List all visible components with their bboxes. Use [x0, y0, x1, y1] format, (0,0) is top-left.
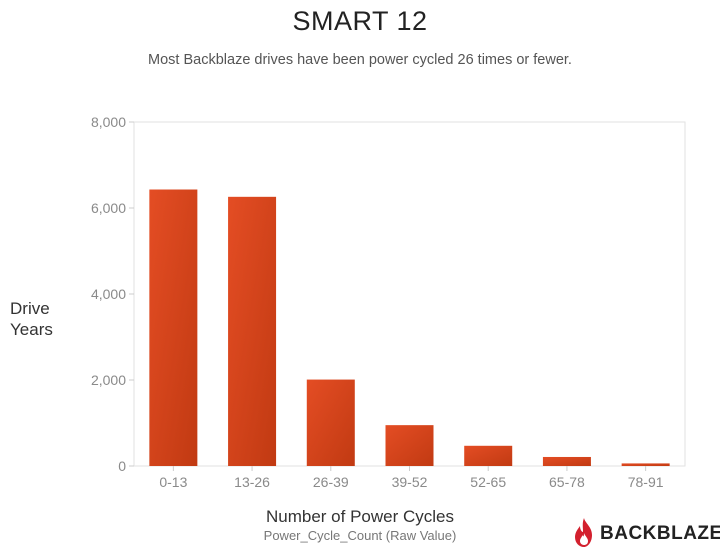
y-tick-label: 0 — [118, 458, 126, 474]
x-tick-label: 65-78 — [549, 474, 585, 490]
chart-title: SMART 12 — [292, 6, 428, 36]
plot-frame — [133, 121, 686, 467]
bar-39-52 — [385, 425, 434, 466]
y-axis-label: Drive Years — [10, 299, 53, 339]
bar-0-13 — [149, 189, 198, 466]
y-tick-label: 8,000 — [91, 114, 126, 130]
bar-78-91 — [621, 463, 670, 466]
bar-52-65 — [464, 445, 513, 466]
y-tick-label: 4,000 — [91, 286, 126, 302]
x-tick-label: 39-52 — [392, 474, 428, 490]
brand-name: BACKBLAZE — [600, 523, 720, 544]
bar-26-39 — [306, 379, 355, 466]
y-tick-label: 2,000 — [91, 372, 126, 388]
x-tick-label: 26-39 — [313, 474, 349, 490]
bar-chart: 0 2,000 4,000 6,000 8,000 0-13 13-26 26-39 39-52… — [91, 114, 686, 490]
y-tick-label: 6,000 — [91, 200, 126, 216]
x-axis-sublabel: Power_Cycle_Count (Raw Value) — [263, 528, 457, 543]
bar-13-26 — [228, 196, 277, 466]
x-tick-label: 78-91 — [628, 474, 664, 490]
backblaze-logo: BACKBLAZE — [572, 517, 720, 549]
bar-65-78 — [542, 456, 591, 466]
chart-subtitle: Most Backblaze drives have been power cy… — [148, 52, 572, 68]
x-tick-label: 0-13 — [159, 474, 187, 490]
x-axis-label: Number of Power Cycles — [265, 507, 454, 526]
x-tick-label: 52-65 — [470, 474, 506, 490]
x-tick-label: 13-26 — [234, 474, 270, 490]
flame-icon — [575, 518, 592, 547]
